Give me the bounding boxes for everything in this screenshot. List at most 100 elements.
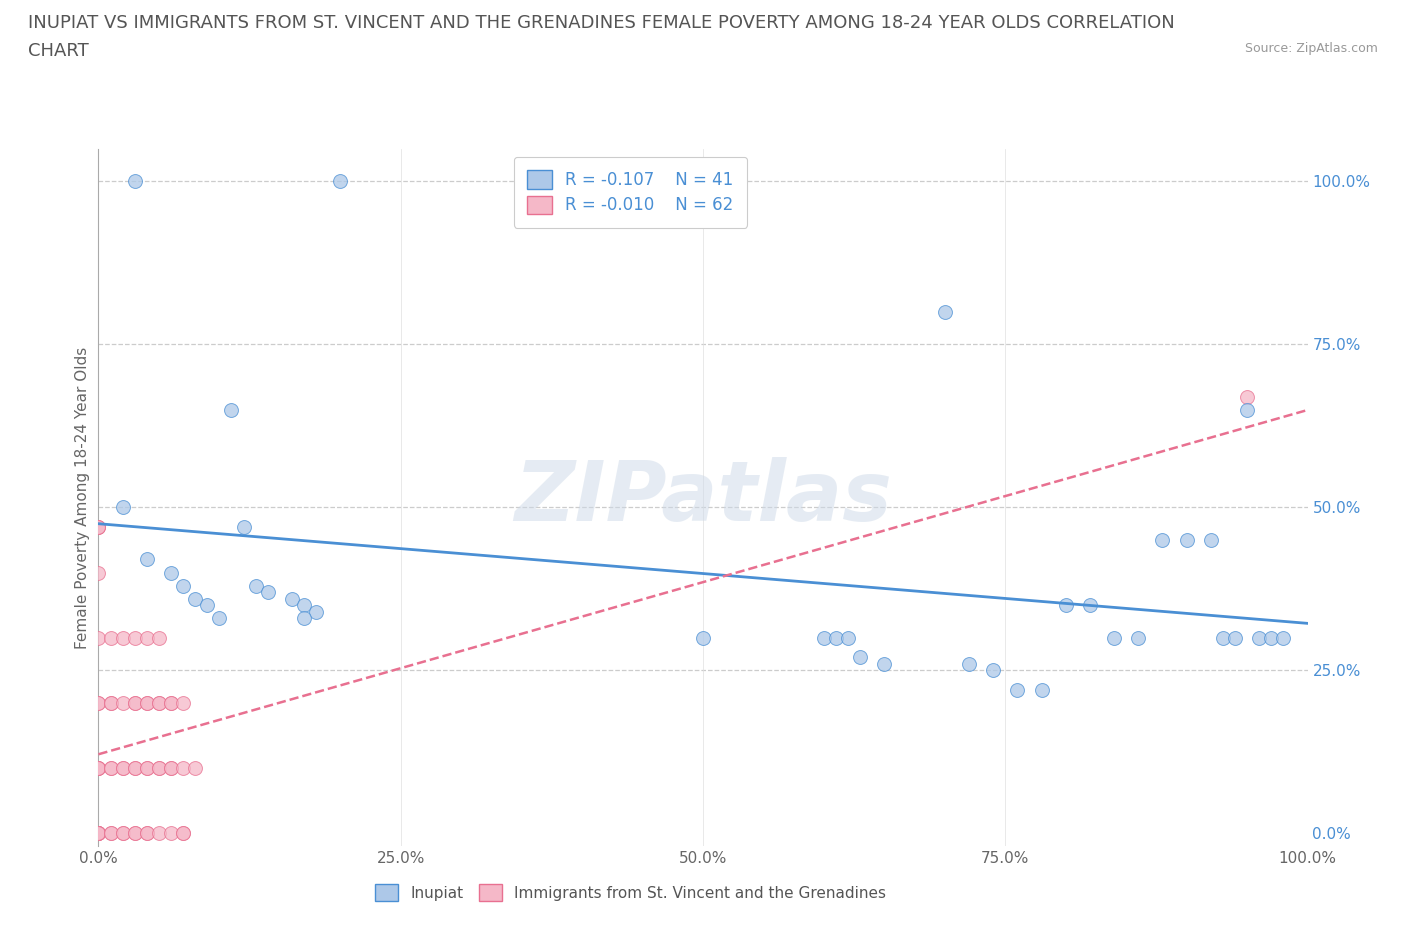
Point <box>1260 631 1282 645</box>
Point <box>1236 402 1258 417</box>
Point <box>1175 533 1198 548</box>
Point <box>172 761 194 776</box>
Point <box>292 611 315 626</box>
Point <box>87 520 110 535</box>
Point <box>184 761 207 776</box>
Point <box>184 591 207 606</box>
Point <box>1199 533 1222 548</box>
Text: INUPIAT VS IMMIGRANTS FROM ST. VINCENT AND THE GRENADINES FEMALE POVERTY AMONG 1: INUPIAT VS IMMIGRANTS FROM ST. VINCENT A… <box>28 14 1175 32</box>
Point <box>100 826 122 841</box>
Point <box>837 631 859 645</box>
Y-axis label: Female Poverty Among 18-24 Year Olds: Female Poverty Among 18-24 Year Olds <box>75 347 90 649</box>
Point <box>124 761 146 776</box>
Point <box>135 552 157 567</box>
Point <box>100 761 122 776</box>
Point <box>1078 598 1101 613</box>
Point <box>1031 683 1053 698</box>
Point <box>111 761 134 776</box>
Point <box>148 696 170 711</box>
Point <box>172 578 194 593</box>
Point <box>100 696 122 711</box>
Point <box>1272 631 1295 645</box>
Point <box>1054 598 1077 613</box>
Point <box>124 631 146 645</box>
Point <box>135 761 157 776</box>
Point <box>100 631 122 645</box>
Point <box>87 520 110 535</box>
Point <box>135 761 157 776</box>
Point <box>148 826 170 841</box>
Point <box>87 761 110 776</box>
Point <box>957 657 980 671</box>
Point <box>172 826 194 841</box>
Point <box>87 631 110 645</box>
Point <box>256 585 278 600</box>
Point <box>100 761 122 776</box>
Point <box>135 696 157 711</box>
Point <box>124 174 146 189</box>
Point <box>100 696 122 711</box>
Point <box>160 696 183 711</box>
Point <box>292 598 315 613</box>
Point <box>87 761 110 776</box>
Point <box>1102 631 1125 645</box>
Point <box>1249 631 1271 645</box>
Point <box>281 591 304 606</box>
Point <box>87 826 110 841</box>
Point <box>825 631 848 645</box>
Point <box>87 826 110 841</box>
Point <box>849 650 872 665</box>
Point <box>124 826 146 841</box>
Point <box>305 604 328 619</box>
Point <box>692 631 714 645</box>
Point <box>148 696 170 711</box>
Point <box>1236 389 1258 404</box>
Point <box>221 402 243 417</box>
Point <box>124 696 146 711</box>
Point <box>813 631 835 645</box>
Point <box>87 826 110 841</box>
Point <box>111 500 134 515</box>
Point <box>148 631 170 645</box>
Point <box>111 631 134 645</box>
Point <box>87 565 110 580</box>
Point <box>87 761 110 776</box>
Point <box>100 826 122 841</box>
Point <box>87 696 110 711</box>
Point <box>87 696 110 711</box>
Point <box>87 826 110 841</box>
Point <box>172 696 194 711</box>
Point <box>873 657 896 671</box>
Point <box>135 631 157 645</box>
Point <box>172 826 194 841</box>
Point <box>87 761 110 776</box>
Point <box>1212 631 1234 645</box>
Point <box>135 696 157 711</box>
Point <box>160 761 183 776</box>
Point <box>87 826 110 841</box>
Point <box>148 761 170 776</box>
Text: Source: ZipAtlas.com: Source: ZipAtlas.com <box>1244 42 1378 55</box>
Point <box>934 304 956 319</box>
Point <box>135 826 157 841</box>
Point <box>87 520 110 535</box>
Point <box>124 761 146 776</box>
Point <box>148 761 170 776</box>
Point <box>981 663 1004 678</box>
Point <box>87 826 110 841</box>
Point <box>232 520 254 535</box>
Point <box>160 826 183 841</box>
Point <box>160 761 183 776</box>
Point <box>1152 533 1174 548</box>
Point <box>245 578 267 593</box>
Point <box>160 696 183 711</box>
Point <box>124 696 146 711</box>
Text: ZIPatlas: ZIPatlas <box>515 457 891 538</box>
Point <box>208 611 231 626</box>
Point <box>160 565 183 580</box>
Point <box>111 696 134 711</box>
Point <box>1128 631 1150 645</box>
Point <box>1223 631 1246 645</box>
Point <box>195 598 218 613</box>
Point <box>124 826 146 841</box>
